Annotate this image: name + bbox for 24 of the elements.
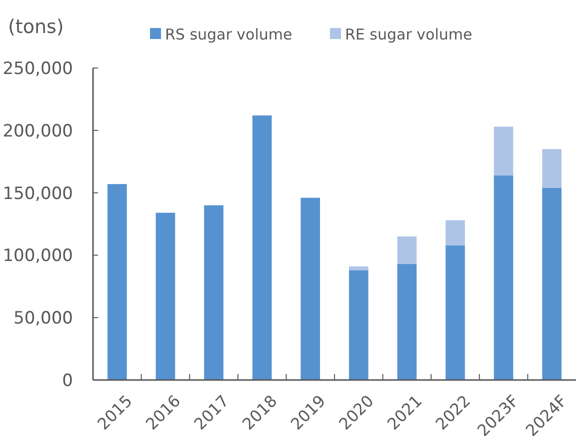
bar	[156, 212, 176, 380]
legend-label: RS sugar volume	[165, 25, 292, 44]
bar	[542, 149, 562, 188]
y-axis-title: (tons)	[8, 16, 64, 38]
bar	[446, 245, 465, 380]
legend-label: RE sugar volume	[345, 25, 472, 44]
bar	[397, 236, 417, 264]
bar	[300, 198, 320, 380]
y-tick-label: 0	[62, 370, 73, 391]
y-tick-label: 250,000	[2, 58, 73, 79]
bar	[494, 126, 514, 176]
y-tick-label: 100,000	[2, 246, 73, 266]
bar	[107, 184, 127, 380]
y-tick-label: 200,000	[2, 121, 73, 142]
bar	[446, 220, 465, 246]
bar	[348, 266, 368, 270]
bar	[494, 175, 514, 380]
bar	[348, 270, 368, 380]
y-tick-label: 50,000	[14, 308, 73, 329]
y-tick-label: 150,000	[2, 184, 73, 204]
bar	[397, 264, 417, 380]
bar	[252, 115, 272, 380]
bar	[204, 205, 224, 380]
bar	[542, 188, 562, 380]
